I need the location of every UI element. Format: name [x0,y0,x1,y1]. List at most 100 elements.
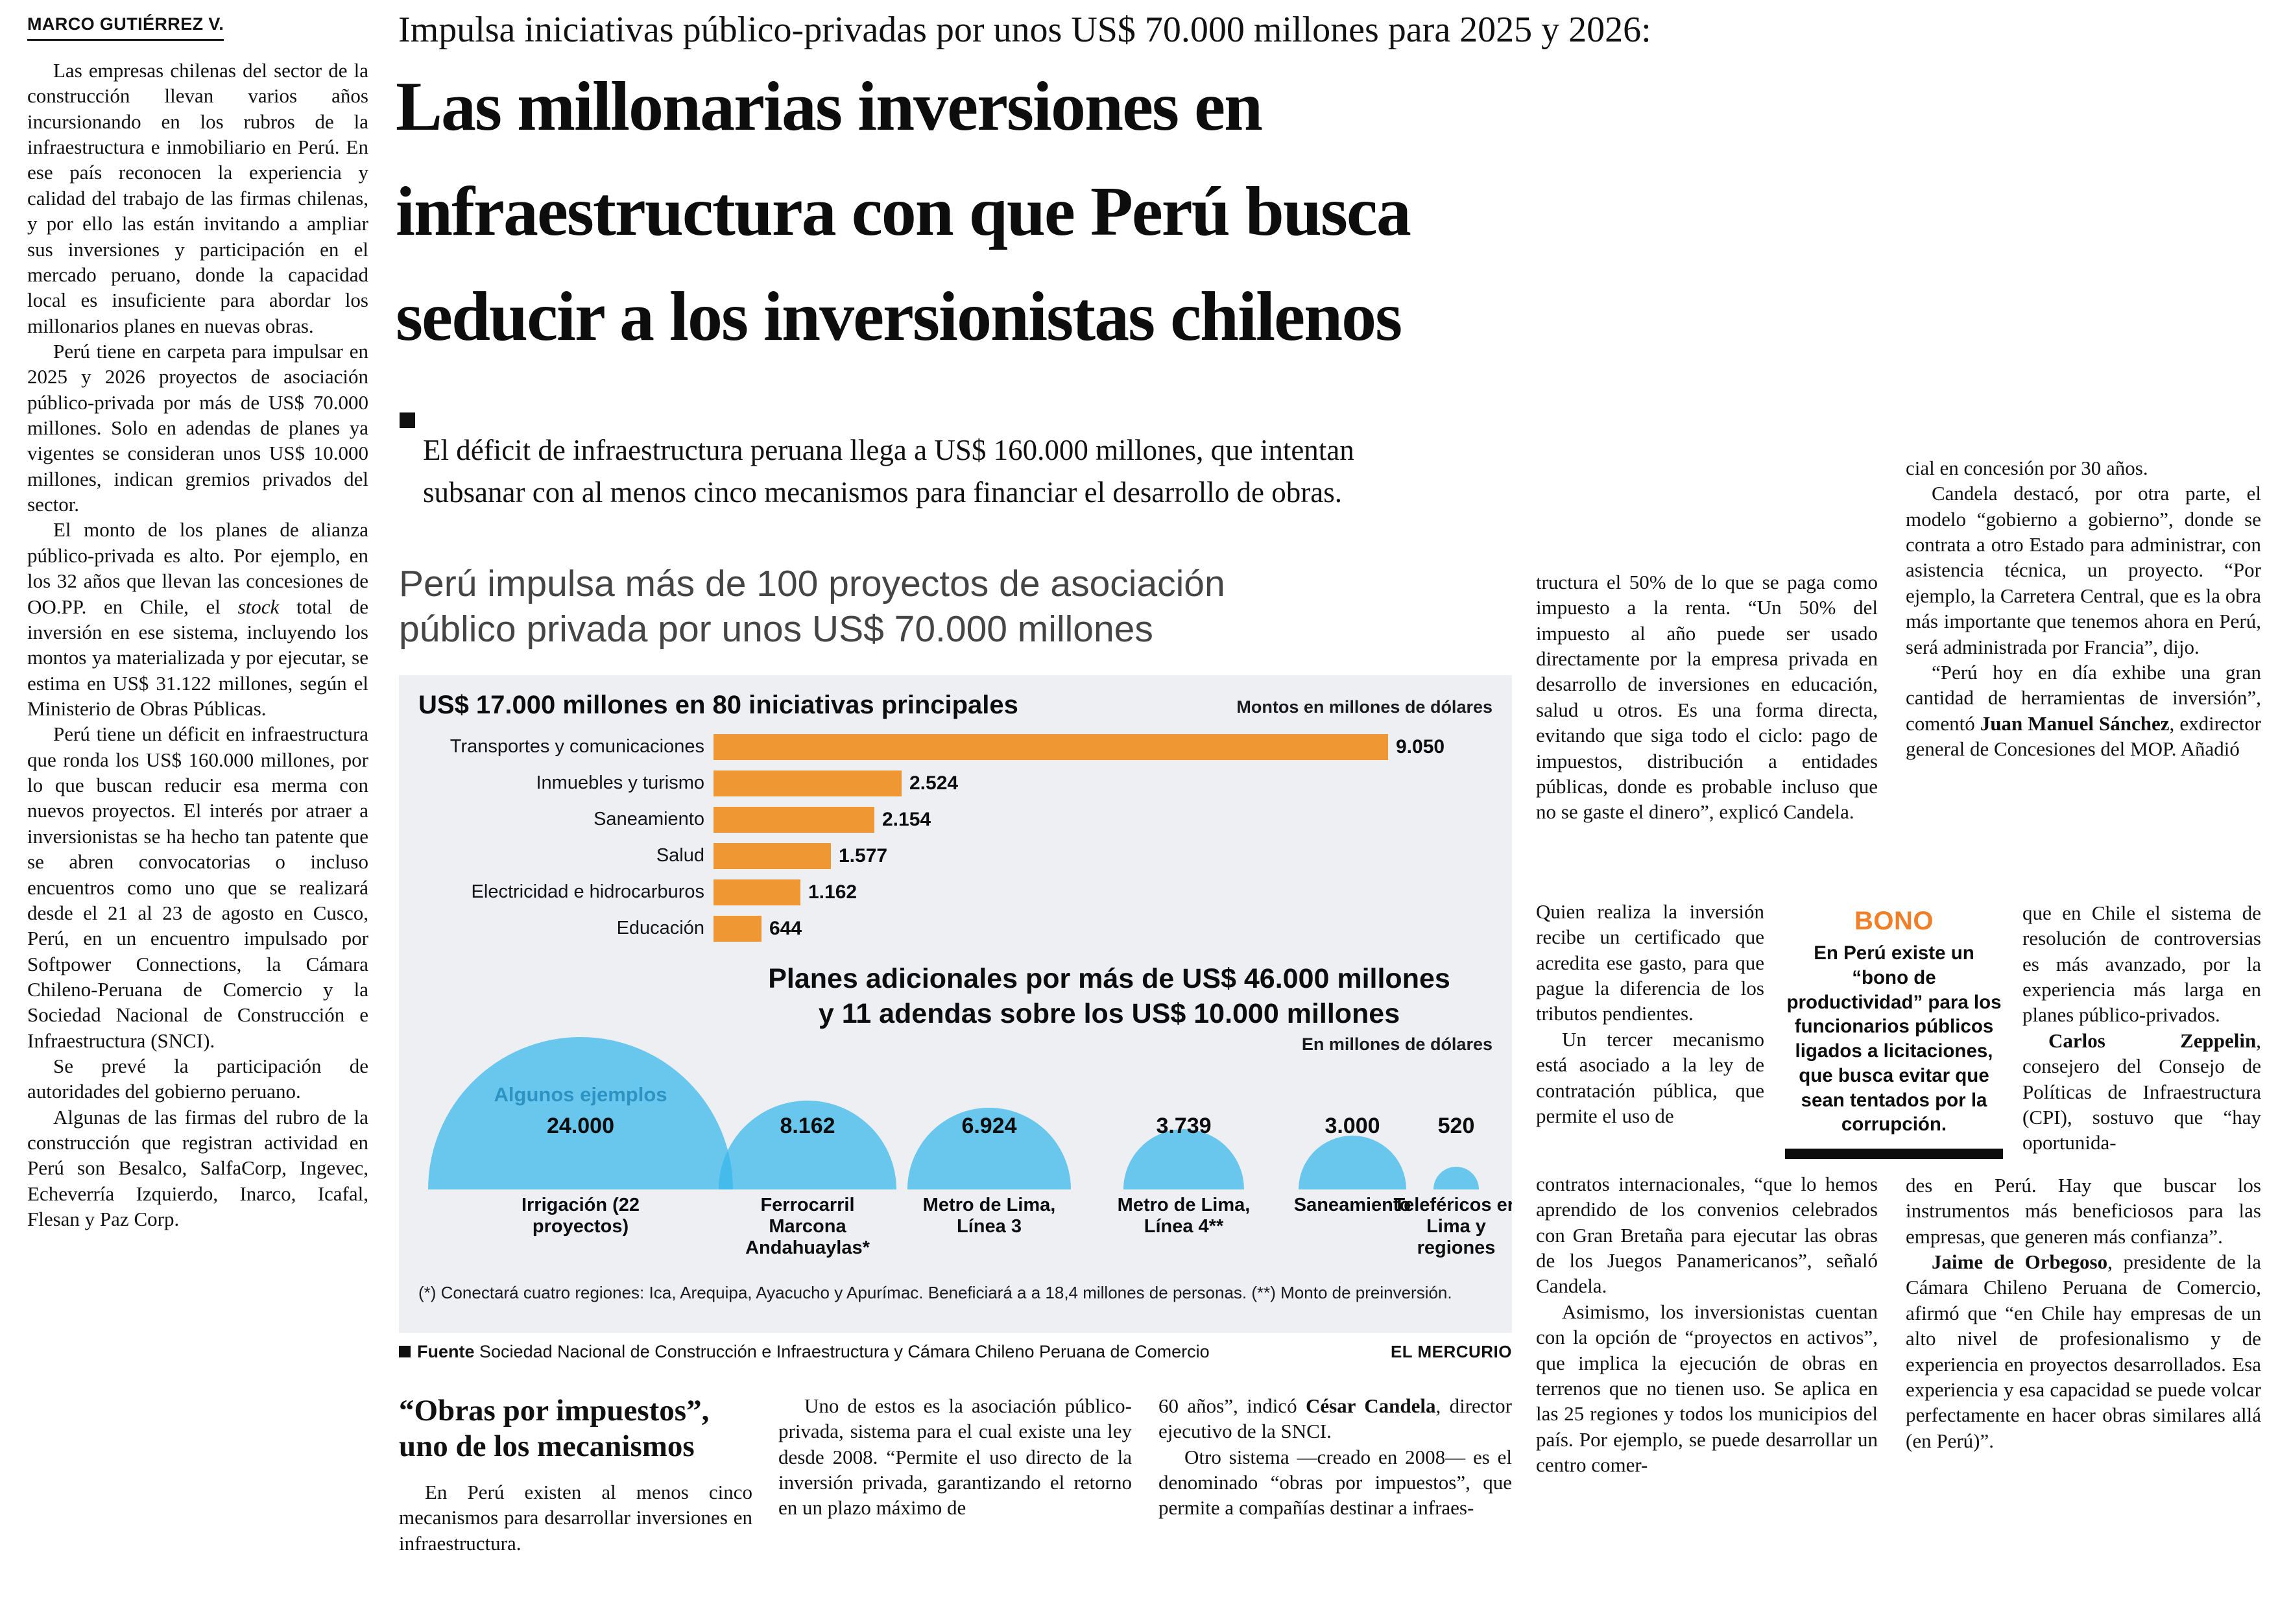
right-col2-text-narrow: que en Chile el sistema de resolución de… [2022,900,2261,1173]
bottom-column-2-text: Uno de estos es la asociación público-pr… [778,1393,1132,1621]
paragraph: que en Chile el sistema de resolución de… [2022,902,2261,1027]
section-subhead: “Obras por impuestos”, uno de los mecani… [399,1394,710,1464]
bar-row: Educación 644 [418,914,1493,942]
bubble-category-label: Ferrocarril Marcona Andahuaylas* [745,1194,870,1259]
bubble-value-label: 3.739 [1156,1113,1212,1138]
bar-row: Transportes y comunicaciones 9.050 [418,733,1493,761]
paragraph: Las empresas chilenas del sector de la c… [27,59,368,337]
bubble-category-label: Teleféricos en Lima y regiones [1393,1194,1512,1259]
bubble-value-label: 3.000 [1325,1113,1380,1138]
source-row: Fuente Sociedad Nacional de Construcción… [399,1342,1512,1362]
chart-footnote: (*) Conectará cuatro regiones: Ica, Areq… [418,1282,1452,1302]
deck-bullet-icon [400,412,415,428]
bar-row: Inmuebles y turismo 2.524 [418,769,1493,797]
paragraph: El monto de los planes de alianza públic… [27,518,368,720]
bono-title: BONO [1854,907,1934,935]
bar-value-label: 2.154 [882,808,931,830]
source-text: Sociedad Nacional de Construcción e Infr… [479,1342,1210,1362]
bubble-value-label: 6.924 [961,1113,1017,1138]
bubble-value-label: 24.000 [547,1113,614,1138]
paragraph: Quien realiza la inversión recibe un cer… [1536,900,1764,1025]
kicker: Impulsa iniciativas público-privadas por… [398,10,1651,50]
bottom-column-3-text: 60 años”, indicó César Candela, director… [1158,1393,1512,1621]
bubble-category-label: Irrigación (22 proyectos) [521,1194,640,1237]
bar-category-label: Inmuebles y turismo [536,772,705,794]
deck: El déficit de infraestructura peruana ll… [423,434,1354,509]
paragraph: “Perú hoy en día exhibe una gran cantida… [1906,660,2261,760]
bubble-category-label: Metro de Lima, Línea 4** [1117,1194,1251,1237]
bono-divider-bar [1785,1149,2003,1159]
bubble-chart-unit-note: En millones de dólares [1301,1034,1493,1054]
paragraph: Algunas de las firmas del rubro de la co… [27,1105,368,1231]
source-label: Fuente [417,1342,475,1362]
bar-chart-title: US$ 17.000 millones en 80 iniciativas pr… [418,691,1018,720]
bar-row: Saneamiento 2.154 [418,806,1493,833]
bar [713,770,902,796]
bubble [1299,1135,1406,1189]
left-article-column: MARCO GUTIÉRREZ V. Las empresas chilenas… [27,14,368,1611]
paragraph: Asimismo, los inversionistas cuentan con… [1536,1300,1878,1476]
paragraph: 60 años”, indicó César Candela, director… [1158,1394,1512,1443]
bar [713,842,831,869]
bar-chart: Transportes y comunicaciones 9.050 Inmuebl… [418,733,1493,942]
bono-highlight-box: BONO En Perú existe un “bono de producti… [1779,903,2009,1159]
paragraph: Candela destacó, por otra parte, el mode… [1906,482,2261,658]
bar-category-label: Transportes y comunicaciones [450,736,704,758]
newspaper-credit: EL MERCURIO [1390,1342,1512,1362]
paragraph: Uno de estos es la asociación público-pr… [778,1394,1132,1520]
bar [713,915,761,942]
bubble [1433,1166,1479,1189]
right-article-column-1: tructura el 50% de lo que se paga como i… [1536,569,1878,1624]
right-col1-text-narrow: Quien realiza la inversión recibe un cer… [1536,899,1764,1171]
paragraph: cial en concesión por 30 años. [1906,457,2148,479]
bar-value-label: 1.162 [808,881,857,903]
bar-category-label: Educación [616,918,704,939]
right-col2-text-bottom: des en Perú. Hay que buscar los instrume… [1906,1173,2261,1453]
bubble-value-label: 8.162 [780,1113,835,1138]
right-col1-text-top: tructura el 50% de lo que se paga como i… [1536,569,1878,899]
chart-box: US$ 17.000 millones en 80 iniciativas pr… [399,675,1512,1333]
bar-category-label: Salud [656,845,704,866]
paragraph: Carlos Zeppelin, consejero del Consejo d… [2022,1029,2261,1154]
bubble-category-label: Saneamiento [1293,1194,1411,1215]
paragraph: Se prevé la participación de autoridades… [27,1055,368,1103]
bar-value-label: 1.577 [839,844,888,866]
bar-chart-unit-note: Montos en millones de dólares [1236,697,1493,717]
paragraph: Perú tiene en carpeta para impulsar en 2… [27,339,368,516]
byline: MARCO GUTIÉRREZ V. [27,14,224,41]
bono-text: En Perú existe un “bono de productividad… [1786,942,2002,1136]
bubble-chart: Algunos ejemplos 24.0008.1626.9243.7393.… [418,1031,1493,1189]
source-marker-icon [399,1346,411,1358]
right-col1-text-bottom: contratos internacionales, “que lo hemos… [1536,1171,1878,1477]
bar-chart-header: US$ 17.000 millones en 80 iniciativas pr… [418,691,1493,720]
headline: Las millonarias inversiones en infraestr… [396,68,1411,355]
bar-category-label: Electricidad e hidrocarburos [471,881,704,903]
bar-value-label: 644 [769,917,802,939]
right-col2-text-top: cial en concesión por 30 años. Candela de… [1906,455,2261,900]
bar-row: Salud 1.577 [418,842,1493,870]
bar [713,734,1388,760]
bottom-column-1: “Obras por impuestos”, uno de los mecani… [399,1393,752,1621]
infographic-title: Perú impulsa más de 100 proyectos de aso… [399,563,1225,650]
bubble-value-label: 520 [1437,1113,1475,1138]
paragraph: Perú tiene un déficit en infraestructura… [27,722,368,1052]
bubble-category-label: Metro de Lima, Línea 3 [922,1194,1056,1237]
bottom-column-1-text: En Perú existen al menos cinco mecanismo… [399,1479,752,1556]
bar-value-label: 9.050 [1396,735,1445,758]
paragraph: En Perú existen al menos cinco mecanismo… [399,1480,752,1555]
paragraph: des en Perú. Hay que buscar los instrume… [1906,1174,2261,1248]
bar-row: Electricidad e hidrocarburos 1.162 [418,878,1493,906]
paragraph: Un tercer mecanismo está asociado a la l… [1536,1027,1764,1127]
bar [713,806,874,833]
paragraph: tructura el 50% de lo que se paga como i… [1536,571,1878,824]
bar-category-label: Saneamiento [593,809,704,830]
paragraph: contratos internacionales, “que lo hemos… [1536,1173,1878,1298]
left-column-text: Las empresas chilenas del sector de la c… [27,58,368,1232]
paragraph: Jaime de Orbegoso, presidente de la Cáma… [1906,1250,2261,1452]
bar-value-label: 2.524 [909,772,959,794]
source-line: Fuente Sociedad Nacional de Construcción… [399,1342,1210,1362]
bubble-chart-title: Planes adicionales por más de US$ 46.000… [768,963,1450,1029]
bar [713,879,800,905]
paragraph: Otro sistema —creado en 2008— es el deno… [1158,1445,1512,1520]
